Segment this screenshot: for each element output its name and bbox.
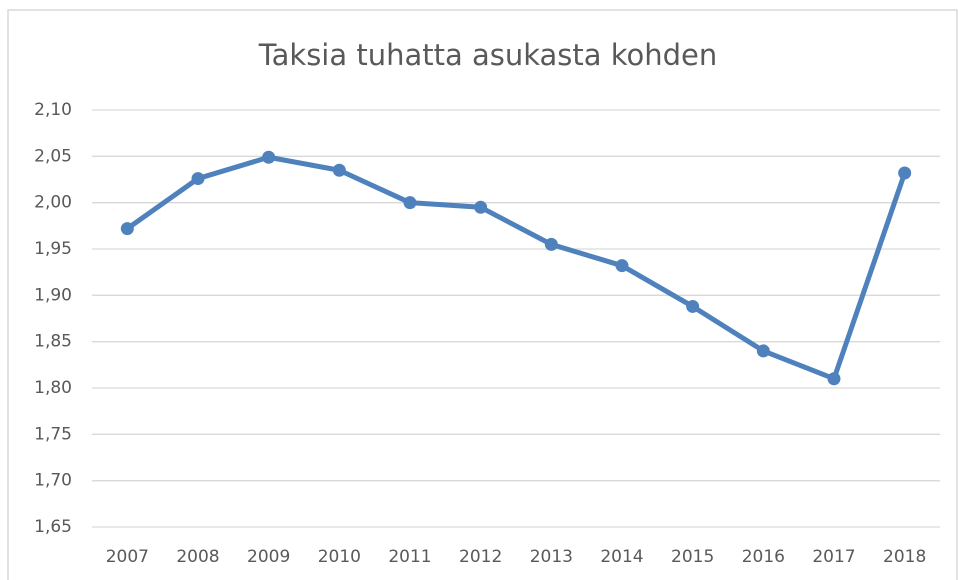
x-tick-label: 2015 bbox=[671, 547, 714, 567]
data-point bbox=[191, 172, 205, 186]
data-point bbox=[474, 200, 488, 214]
y-tick-label: 1,90 bbox=[34, 285, 72, 305]
x-tick-label: 2011 bbox=[388, 547, 431, 567]
x-tick-label: 2016 bbox=[742, 547, 785, 567]
data-point bbox=[756, 344, 770, 358]
y-tick-label: 1,85 bbox=[34, 332, 72, 352]
x-tick-label: 2018 bbox=[883, 547, 926, 567]
data-point bbox=[686, 299, 700, 313]
data-point bbox=[332, 163, 346, 177]
y-tick-label: 1,95 bbox=[34, 239, 72, 259]
y-tick-label: 1,75 bbox=[34, 424, 72, 444]
chart-title: Taksia tuhatta asukasta kohden bbox=[258, 38, 718, 72]
x-tick-label: 2010 bbox=[318, 547, 361, 567]
data-line bbox=[124, 154, 908, 382]
data-point bbox=[827, 372, 841, 386]
data-point bbox=[544, 237, 558, 251]
x-tick-label: 2008 bbox=[176, 547, 219, 567]
data-point bbox=[403, 196, 417, 210]
data-point bbox=[120, 222, 134, 236]
x-tick-label: 2014 bbox=[600, 547, 643, 567]
data-point bbox=[262, 150, 276, 164]
x-tick-label: 2017 bbox=[812, 547, 855, 567]
y-tick-label: 1,65 bbox=[34, 517, 72, 537]
y-tick-label: 2,05 bbox=[34, 146, 72, 166]
y-tick-label: 2,10 bbox=[34, 100, 72, 120]
data-point bbox=[898, 166, 912, 180]
x-tick-label: 2013 bbox=[530, 547, 573, 567]
y-tick-label: 1,70 bbox=[34, 471, 72, 491]
y-tick-label: 2,00 bbox=[34, 193, 72, 213]
data-point bbox=[615, 259, 629, 273]
y-tick-label: 1,80 bbox=[34, 378, 72, 398]
x-tick-label: 2012 bbox=[459, 547, 502, 567]
x-tick-label: 2007 bbox=[106, 547, 149, 567]
x-tick-label: 2009 bbox=[247, 547, 290, 567]
